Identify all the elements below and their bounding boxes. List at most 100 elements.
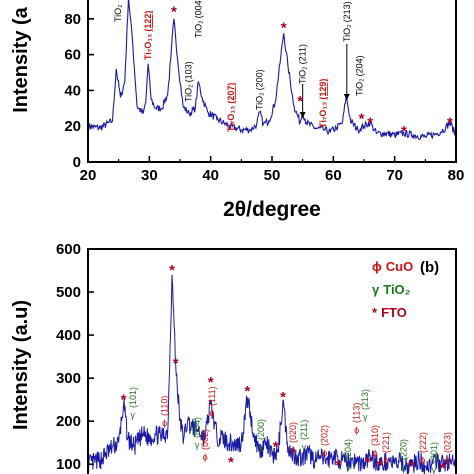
panel-b-peak-symbol: ϕ	[354, 425, 359, 435]
panel-a-peak-label-text: Ti₇O₁₃ (207)	[226, 83, 236, 132]
panel-a-peak-hkl: (122)	[143, 11, 153, 32]
panel-b-peak-label: ϕ (221)	[381, 432, 391, 465]
panel-a-peak-hkl: (129)	[318, 79, 328, 100]
panel-a-fto-stars: **** ***	[171, 3, 453, 140]
panel-b-peak-symbol: ϕ	[162, 418, 167, 428]
panel-b-peak-hkl: (221)	[381, 432, 391, 453]
panel-b-peak-label: γ (213)	[360, 389, 370, 422]
panel-b-peak-symbol: ϕ	[290, 445, 295, 455]
panel-a-peak-phase: Ti₇O₁₃	[143, 34, 153, 60]
panel-b-fto-star: *	[280, 389, 286, 406]
panel-a-fto-star: *	[447, 114, 453, 131]
panel-b-peak-hkl: (023)	[442, 432, 452, 453]
panel-a-x-tick-label: 60	[325, 167, 342, 184]
panel-a-peak-phase: TiO₂	[184, 84, 194, 102]
panel-a-peak-label-text: TiO₂ (103)	[184, 61, 194, 102]
panel-a-fto-star: *	[367, 114, 373, 131]
panel-a-y-axis-title: Intensity (a	[10, 6, 32, 112]
panel-a-y-tick-label: 80	[64, 11, 81, 28]
panel-b-fto-star: *	[173, 355, 179, 372]
panel-b-legend-symbol: *	[372, 305, 378, 320]
panel-a-peak-label-text: TiO₂ (211)	[298, 44, 308, 84]
panel-a-x-tick-label: 30	[141, 167, 158, 184]
panel-b-legend: ϕ CuO γ TiO₂ * FTO	[372, 259, 413, 320]
panel-a-peak-phase: Ti₇O₁₃	[318, 102, 328, 128]
panel-a-peak-hkl: (207)	[226, 83, 236, 104]
panel-a-peak-phase: TiO₂	[193, 20, 203, 38]
panel-b-ticks: 100 200 300 400 500 600	[56, 241, 94, 473]
panel-b-peak-hkl: (211)	[299, 420, 309, 440]
panel-b-legend-entry: * FTO	[372, 305, 407, 320]
panel-a-diffraction-trace	[87, 0, 457, 140]
panel-b-peak-label: γ (004)	[192, 417, 202, 450]
panel-b-peak-label: ϕ (023)	[442, 432, 452, 465]
panel-a-peak-label: TiO₂ (004)	[193, 0, 203, 38]
panel-b-peak-hkl: (020)	[288, 422, 298, 443]
panel-b-diffraction-trace	[87, 274, 457, 474]
panel-b-peak-label: γ (101)	[128, 387, 138, 420]
panel-b-peak-label: ϕ (111)	[207, 386, 217, 418]
panel-b-label: (b)	[420, 259, 439, 276]
panel-a-fto-star: *	[401, 123, 407, 140]
panel-b-frame	[87, 248, 457, 474]
panel-a-fto-star: *	[171, 3, 177, 20]
panel-b-peak-hkl: (004)	[192, 417, 202, 438]
panel-b-fto-star: *	[409, 458, 415, 474]
panel-b-fto-star: *	[208, 374, 214, 391]
panel-a-peak-label: TiO₂ (213)	[342, 1, 352, 100]
panel-b-y-tick-label: 400	[56, 327, 81, 344]
panel-b-peak-symbol: γ	[131, 410, 136, 420]
panel-b-peak-symbol: γ	[432, 465, 437, 474]
panel-b-legend-symbol: ϕ	[372, 259, 382, 274]
panel-a-peak-phase: TiO₂	[355, 78, 365, 96]
panel-a-peak-label: Ti₇O₁₃ (122)	[143, 11, 153, 60]
panel-b-fto-star: *	[335, 457, 341, 474]
panel-a-peak-arrowhead	[343, 94, 350, 100]
panel-a-fto-star: *	[297, 93, 303, 110]
panel-b-peak-symbol: γ	[401, 462, 406, 472]
panel-b-peak-label: ϕ (202)	[320, 425, 330, 458]
panel-a-peak-label: TiO₂ (204)	[355, 55, 365, 96]
panel-a-y-tick-label: 0	[73, 154, 81, 171]
panel-b-peak-symbol: ϕ	[445, 455, 450, 465]
panel-b-legend-name: TiO₂	[383, 282, 410, 297]
panel-b-peak-label: γ (301)	[429, 442, 439, 474]
panel-b-peak-label: γ (211)	[299, 420, 309, 452]
panel-a-peak-label-text: TiO₂	[113, 4, 123, 22]
panel-a-x-tick-label: 40	[202, 167, 219, 184]
panel-a-peak-label-text: Ti₇O₁₃ (122)	[143, 11, 153, 60]
panel-b-legend-entry: γ TiO₂	[372, 282, 411, 297]
panel-a-peak-hkl: (004)	[193, 0, 203, 18]
panel-a-peak-hkl: (103)	[184, 61, 194, 82]
panel-a-peak-label: TiO₂ (211)	[298, 44, 308, 118]
panel-b-y-tick-label: 300	[56, 370, 81, 387]
panel-b-peak-symbol: ϕ	[373, 448, 378, 458]
panel-b: 100 200 300 400 500 600 γ (101) ϕ (110) γ (004) ϕ (0…	[10, 241, 457, 474]
panel-b-fto-star: *	[377, 457, 383, 474]
panel-b-peak-label: ϕ (002)	[200, 429, 210, 462]
panel-b-legend-name: FTO	[381, 305, 407, 320]
panel-a-peak-label-text: TiO₂ (004)	[193, 0, 203, 38]
panel-b-fto-star: *	[169, 262, 175, 279]
panel-b-peak-symbol: ϕ	[209, 408, 214, 418]
panel-a-peak-phase: TiO₂	[298, 66, 308, 84]
panel-a-y-tick-label: 40	[64, 82, 81, 99]
panel-b-peak-hkl: (202)	[320, 425, 330, 446]
panel-b-peak-symbol: γ	[346, 462, 351, 472]
panel-b-peak-symbol: γ	[363, 412, 368, 422]
panel-b-fto-star: *	[440, 460, 446, 474]
panel-b-peak-hkl: (213)	[360, 389, 370, 410]
panel-a-peak-label: Ti₇O₁₃ (207)	[226, 83, 236, 132]
panel-b-peak-hkl: (200)	[256, 419, 266, 440]
panel-a-x-tick-label: 20	[80, 167, 97, 184]
panel-b-peak-label: ϕ (222)	[418, 432, 428, 465]
panel-b-legend-symbol: γ	[372, 282, 380, 297]
panel-a-peak-label: TiO₂	[113, 4, 123, 22]
panel-b-peak-label: γ (220)	[398, 439, 408, 472]
panel-a-peak-phase: Ti₇O₁₃	[226, 106, 236, 132]
panel-a-peak-label: TiO₂ (103)	[184, 61, 194, 102]
panel-b-peak-label: γ (200)	[256, 419, 266, 452]
panel-b-peak-hkl: (222)	[418, 432, 428, 453]
